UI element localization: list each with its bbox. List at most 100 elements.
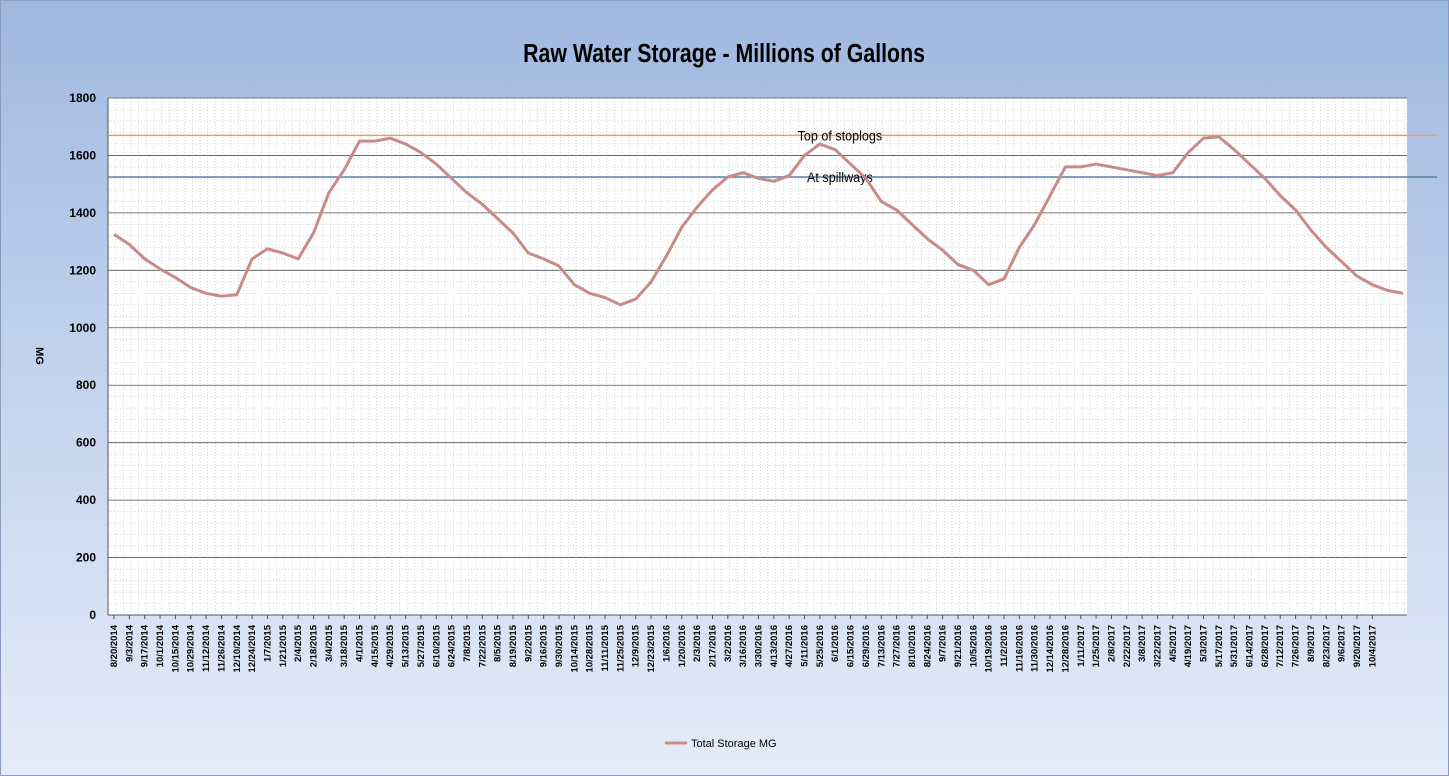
x-tick-label: 10/4/2017 xyxy=(1367,625,1378,667)
x-tick-label: 7/12/2017 xyxy=(1275,625,1286,667)
x-tick-label: 2/17/2016 xyxy=(707,625,718,667)
data-line xyxy=(113,135,1404,307)
x-tick-label: 5/11/2016 xyxy=(800,625,811,667)
x-tick-label: 9/3/2014 xyxy=(124,624,135,662)
x-tick-label: 4/15/2015 xyxy=(370,624,381,667)
x-tick-label: 7/22/2015 xyxy=(477,624,488,667)
x-tick-label: 9/17/2014 xyxy=(140,624,151,667)
x-tick-label: 1/6/2016 xyxy=(661,625,672,662)
x-tick-label: 4/27/2016 xyxy=(784,625,795,667)
reference-label: At spillways xyxy=(807,169,873,185)
x-tick-label: 11/26/2014 xyxy=(216,624,227,672)
x-tick-label: 4/5/2017 xyxy=(1168,625,1179,662)
x-tick-label: 12/10/2014 xyxy=(232,624,243,672)
x-tick-label: 1/7/2015 xyxy=(262,624,273,662)
x-tick-label: 12/28/2016 xyxy=(1060,625,1071,673)
x-tick-label: 9/2/2015 xyxy=(523,624,534,662)
x-tick-label: 9/21/2016 xyxy=(953,625,964,667)
x-tick-label: 12/14/2016 xyxy=(1045,625,1056,673)
x-tick-label: 11/30/2016 xyxy=(1030,625,1041,672)
x-tick-label: 12/23/2015 xyxy=(646,624,657,672)
x-tick-label: 3/30/2016 xyxy=(754,625,765,667)
x-tick-label: 3/16/2016 xyxy=(738,625,749,667)
plot-area xyxy=(108,98,1407,615)
x-tick-label: 3/4/2015 xyxy=(324,624,335,662)
x-tick-label: 11/2/2016 xyxy=(999,625,1010,667)
legend-label: Total Storage MG xyxy=(691,738,777,750)
x-tick-label: 4/19/2017 xyxy=(1183,625,1194,667)
x-tick-label: 2/4/2015 xyxy=(293,624,304,662)
x-tick-label: 10/14/2015 xyxy=(569,624,580,672)
x-tick-label: 1/11/2017 xyxy=(1076,625,1087,667)
x-tick-label: 8/23/2017 xyxy=(1321,625,1332,667)
y-tick-label: 1800 xyxy=(69,91,96,105)
y-axis-label: MG xyxy=(33,347,45,365)
x-tick-label: 12/24/2014 xyxy=(247,624,258,672)
x-tick-label: 1/21/2015 xyxy=(278,624,289,667)
x-tick-label: 5/3/2017 xyxy=(1199,625,1210,662)
x-tick-label: 6/14/2017 xyxy=(1245,625,1256,667)
x-tick-label: 11/16/2016 xyxy=(1014,625,1025,672)
y-tick-label: 200 xyxy=(76,551,96,565)
x-tick-label: 10/15/2014 xyxy=(170,624,181,672)
x-tick-label: 12/9/2015 xyxy=(631,624,642,667)
x-tick-label: 6/10/2015 xyxy=(431,624,442,667)
x-tick-label: 7/27/2016 xyxy=(892,625,903,667)
x-tick-label: 9/30/2015 xyxy=(554,624,565,667)
x-tick-label: 10/1/2014 xyxy=(155,624,166,667)
x-tick-label: 2/8/2017 xyxy=(1106,625,1117,662)
y-tick-label: 1600 xyxy=(69,148,96,162)
x-tick-label: 9/7/2016 xyxy=(938,625,949,662)
x-tick-label: 8/10/2016 xyxy=(907,625,918,667)
x-tick-label: 1/25/2017 xyxy=(1091,625,1102,667)
x-tick-label: 6/1/2016 xyxy=(830,625,841,662)
y-tick-label: 800 xyxy=(76,378,96,392)
y-tick-label: 1400 xyxy=(69,206,96,220)
y-tick-label: 400 xyxy=(76,493,96,507)
x-tick-label: 10/28/2015 xyxy=(585,624,596,672)
reference-label: Top of stoplogs xyxy=(798,128,883,144)
y-tick-label: 1200 xyxy=(69,263,96,277)
x-tick-label: 2/3/2016 xyxy=(692,625,703,662)
x-tick-label: 6/29/2016 xyxy=(861,625,872,667)
chart-title: Raw Water Storage - Millions of Gallons xyxy=(523,39,925,69)
x-tick-label: 7/26/2017 xyxy=(1291,625,1302,667)
x-tick-label: 6/24/2015 xyxy=(447,624,458,667)
x-tick-label: 10/5/2016 xyxy=(968,625,979,667)
x-tick-label: 4/29/2015 xyxy=(385,624,396,667)
x-tick-label: 6/15/2016 xyxy=(846,625,857,667)
x-tick-label: 11/12/2014 xyxy=(201,624,212,672)
y-tick-label: 600 xyxy=(76,436,96,450)
x-tick-label: 8/9/2017 xyxy=(1306,625,1317,662)
x-tick-label: 8/20/2014 xyxy=(109,624,120,667)
x-tick-label: 11/11/2015 xyxy=(600,624,611,671)
y-tick-label: 0 xyxy=(89,608,96,622)
x-tick-label: 8/19/2015 xyxy=(508,624,519,667)
x-tick-label: 3/8/2017 xyxy=(1137,625,1148,662)
x-tick-label: 3/2/2016 xyxy=(723,625,734,662)
x-tick-label: 8/24/2016 xyxy=(922,625,933,667)
x-tick-label: 7/13/2016 xyxy=(876,625,887,667)
x-tick-label: 9/16/2015 xyxy=(539,624,550,667)
x-tick-label: 5/17/2017 xyxy=(1214,625,1225,667)
x-tick-label: 5/31/2017 xyxy=(1229,625,1240,667)
x-tick-label: 7/8/2015 xyxy=(462,624,473,662)
x-tick-label: 6/28/2017 xyxy=(1260,625,1271,667)
x-tick-label: 5/27/2015 xyxy=(416,624,427,667)
x-tick-label: 10/19/2016 xyxy=(984,625,995,673)
x-tick-label: 11/25/2015 xyxy=(615,624,626,672)
x-tick-label: 9/20/2017 xyxy=(1352,625,1363,667)
x-tick-label: 10/29/2014 xyxy=(186,624,197,672)
x-tick-label: 4/13/2016 xyxy=(769,625,780,667)
x-tick-label: 1/20/2016 xyxy=(677,625,688,667)
y-tick-label: 1000 xyxy=(69,321,96,335)
x-tick-label: 8/5/2015 xyxy=(493,624,504,662)
x-tick-label: 3/22/2017 xyxy=(1152,625,1163,667)
x-tick-label: 2/18/2015 xyxy=(308,624,319,667)
x-tick-label: 2/22/2017 xyxy=(1122,625,1133,667)
x-tick-label: 9/6/2017 xyxy=(1337,625,1348,662)
x-tick-label: 4/1/2015 xyxy=(355,624,366,662)
x-tick-label: 5/13/2015 xyxy=(401,624,412,667)
x-tick-label: 5/25/2016 xyxy=(815,625,826,667)
